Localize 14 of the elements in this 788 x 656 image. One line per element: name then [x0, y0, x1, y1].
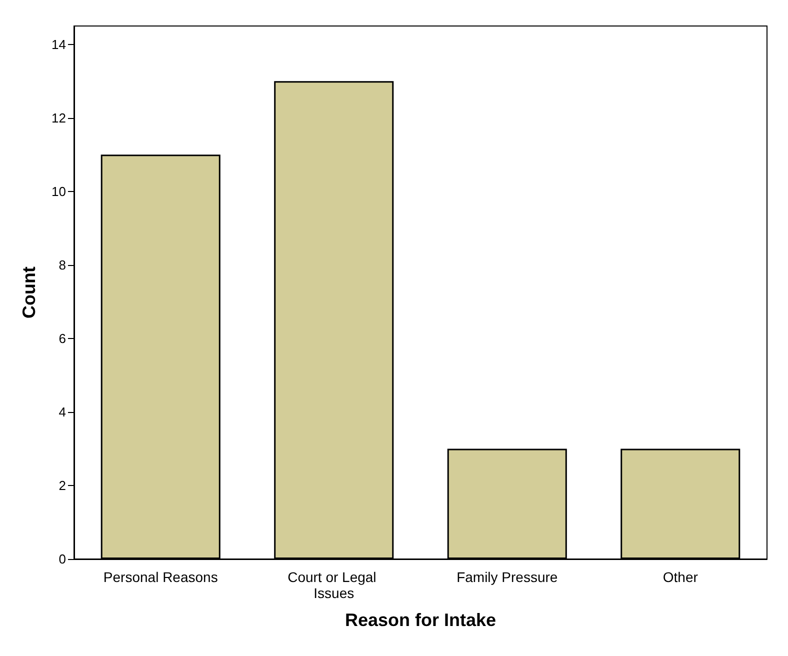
x-tick-label: Personal Reasons — [103, 569, 218, 585]
x-axis-title: Reason for Intake — [344, 610, 496, 630]
y-tick-label: 14 — [52, 36, 66, 52]
y-tick-label: 2 — [58, 478, 66, 493]
y-tick-label: 6 — [58, 330, 66, 346]
x-tick-label: Family Pressure — [456, 569, 558, 585]
y-axis-title: Count — [19, 266, 39, 318]
x-tick-label: Court or Legal Issues — [288, 569, 380, 601]
y-tick-label: 12 — [52, 110, 66, 126]
x-tick-label: Other — [662, 569, 698, 585]
y-tick-label: 8 — [58, 257, 66, 272]
y-tick-label: 4 — [58, 404, 66, 420]
y-tick-label: 0 — [58, 552, 66, 566]
y-tick-label: 10 — [52, 184, 66, 199]
